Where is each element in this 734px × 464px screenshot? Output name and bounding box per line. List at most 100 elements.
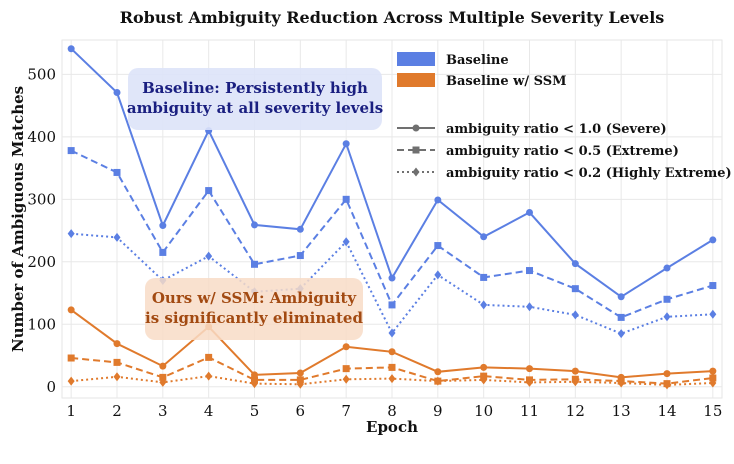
annotation-ssm-line1: Ours w/ SSM: Ambiguity <box>152 289 358 307</box>
series-5-point <box>434 376 442 386</box>
series-1-point <box>159 248 167 256</box>
series-4-point <box>342 365 350 373</box>
annotation-baseline-line2: ambiguity at all severity levels <box>127 99 383 117</box>
legend-marker-square <box>412 146 420 154</box>
series-2-point <box>434 270 442 280</box>
series-1-point <box>617 313 625 321</box>
series-5-point <box>159 377 167 387</box>
y-axis-label: Number of Ambiguous Matches <box>9 86 27 352</box>
series-4-point <box>205 353 213 361</box>
series-3-point <box>67 306 75 314</box>
series-4-point <box>159 373 167 381</box>
series-1-point <box>480 273 488 281</box>
chart-title: Robust Ambiguity Reduction Across Multip… <box>120 8 665 27</box>
series-0-point <box>480 233 488 241</box>
series-3-point <box>434 368 442 376</box>
series-2-point <box>526 302 533 312</box>
series-2-point <box>480 300 488 310</box>
series-5-point <box>663 380 671 390</box>
x-tick-label: 12 <box>566 402 585 420</box>
series-5-point <box>205 371 213 381</box>
series-5-point <box>388 374 396 384</box>
series-5-point <box>342 374 350 384</box>
series-5-point <box>251 379 258 389</box>
series-0-point <box>434 196 442 204</box>
annotation-baseline: Baseline: Persistently high ambiguity at… <box>127 68 383 130</box>
series-3-point <box>571 367 579 375</box>
series-2-point <box>67 229 75 239</box>
x-tick-label: 7 <box>341 402 351 420</box>
series-3-point <box>663 370 671 378</box>
y-tick-label: 500 <box>27 65 56 83</box>
legend-label-baseline: Baseline <box>446 53 509 68</box>
series-1-point <box>296 252 304 260</box>
series-5-point <box>480 375 488 385</box>
series-2-point <box>617 329 625 339</box>
y-axis-ticks: 0 100 200 300 400 500 <box>27 65 56 395</box>
annotation-ssm-box <box>145 278 363 340</box>
series-0-point <box>571 260 579 268</box>
series-1-point <box>205 187 213 195</box>
legend-swatch-ssm <box>397 73 435 87</box>
x-tick-label: 8 <box>387 402 397 420</box>
series-1-point <box>388 301 396 309</box>
series-0-point <box>296 225 304 233</box>
series-1-point <box>709 282 717 290</box>
x-axis-label: Epoch <box>366 418 418 436</box>
legend-marker-circle <box>412 124 420 132</box>
x-tick-label: 6 <box>296 402 306 420</box>
legend-label-dotted: ambiguity ratio < 0.2 (Highly Extreme) <box>446 166 732 181</box>
legend-label-dashed: ambiguity ratio < 0.5 (Extreme) <box>446 144 679 159</box>
series-1-point <box>526 267 533 275</box>
x-tick-label: 2 <box>112 402 122 420</box>
series-1-point <box>342 195 350 203</box>
series-3-point <box>480 363 488 371</box>
series-0-point <box>709 236 717 244</box>
series-3-point <box>342 343 350 351</box>
annotation-ssm: Ours w/ SSM: Ambiguity is significantly … <box>145 278 363 340</box>
legend: Baseline Baseline w/ SSM ambiguity ratio… <box>397 52 732 181</box>
series-0-point <box>67 45 75 53</box>
series-0-point <box>342 140 350 148</box>
x-tick-label: 4 <box>204 402 214 420</box>
x-tick-label: 10 <box>474 402 493 420</box>
legend-label-ssm: Baseline w/ SSM <box>446 74 566 89</box>
series-0-point <box>617 293 625 301</box>
series-3-point <box>388 348 396 356</box>
series-5-point <box>709 378 717 388</box>
series-1-point <box>67 147 75 155</box>
series-5-point <box>67 376 75 386</box>
series-0-point <box>113 88 121 96</box>
series-4-point <box>388 363 396 371</box>
series-layer <box>67 45 717 390</box>
series-5-point <box>571 377 579 387</box>
x-axis-ticks: 1 2 3 4 5 6 7 8 9 10 11 12 13 14 15 <box>66 402 722 420</box>
y-tick-label: 300 <box>27 190 56 208</box>
legend-label-solid: ambiguity ratio < 1.0 (Severe) <box>446 122 667 137</box>
series-2-point <box>205 251 213 261</box>
series-0-point <box>388 274 396 282</box>
series-3-point <box>709 367 717 375</box>
x-tick-label: 13 <box>612 402 631 420</box>
series-line-2 <box>71 232 713 335</box>
series-3-point <box>526 365 533 373</box>
series-line-5 <box>71 375 713 386</box>
series-3-point <box>113 340 121 348</box>
series-4-point <box>113 358 121 366</box>
series-0-point <box>251 221 258 229</box>
x-tick-label: 5 <box>250 402 260 420</box>
y-tick-label: 200 <box>27 253 56 271</box>
series-2-point <box>388 328 396 338</box>
series-5-point <box>526 377 533 387</box>
series-1-point <box>571 285 579 293</box>
series-2-point <box>571 310 579 320</box>
series-2-point <box>709 309 717 319</box>
annotation-baseline-box <box>128 68 382 130</box>
series-1-point <box>113 168 121 176</box>
series-5-point <box>113 372 121 382</box>
series-3-point <box>296 369 304 377</box>
series-0-point <box>159 222 167 230</box>
y-tick-label: 100 <box>27 315 56 333</box>
series-2-point <box>663 312 671 322</box>
